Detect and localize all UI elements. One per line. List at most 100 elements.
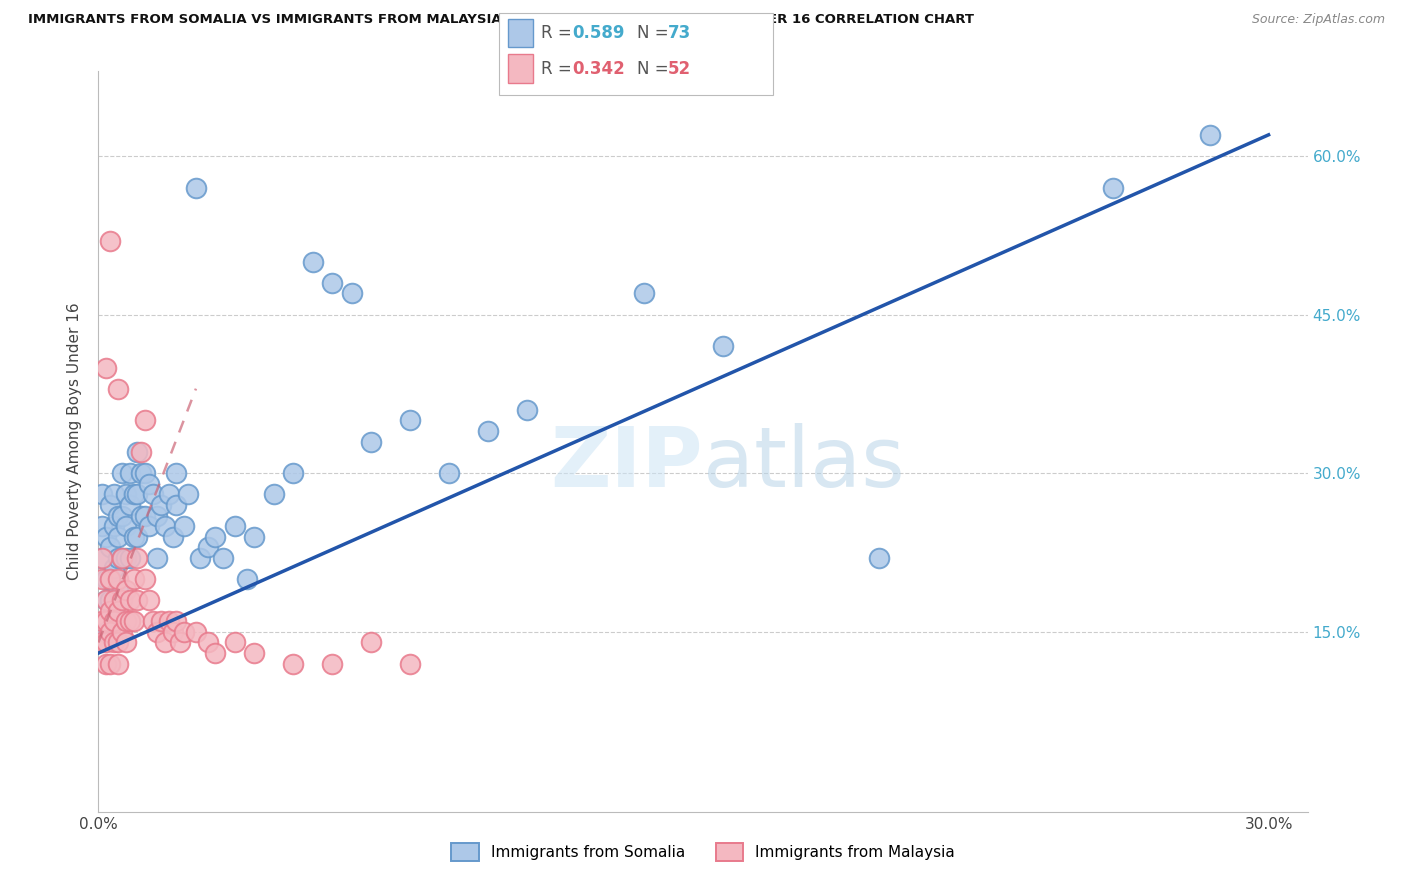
Point — [114, 487, 136, 501]
Point — [149, 615, 172, 629]
Point — [184, 624, 207, 639]
Point — [96, 615, 118, 629]
Point — [114, 582, 136, 597]
Point — [111, 550, 134, 565]
Point — [243, 530, 266, 544]
Point — [122, 572, 145, 586]
Point — [142, 487, 165, 501]
Point — [98, 572, 121, 586]
Point — [131, 508, 153, 523]
Point — [184, 180, 207, 194]
Point — [111, 467, 134, 481]
Point — [477, 424, 499, 438]
Point — [283, 657, 305, 671]
Point — [146, 508, 169, 523]
Point — [103, 615, 125, 629]
Text: Source: ZipAtlas.com: Source: ZipAtlas.com — [1251, 13, 1385, 27]
Point — [98, 541, 121, 555]
Point — [165, 498, 187, 512]
Point — [96, 360, 118, 375]
Point — [224, 519, 246, 533]
Text: IMMIGRANTS FROM SOMALIA VS IMMIGRANTS FROM MALAYSIA CHILD POVERTY AMONG BOYS UND: IMMIGRANTS FROM SOMALIA VS IMMIGRANTS FR… — [28, 13, 974, 27]
Point — [127, 445, 149, 459]
Point — [169, 635, 191, 649]
Text: R =: R = — [541, 60, 578, 78]
Point — [91, 519, 114, 533]
Point — [162, 530, 184, 544]
Point — [127, 550, 149, 565]
Point — [142, 615, 165, 629]
Point — [173, 624, 195, 639]
Point — [134, 508, 156, 523]
Text: R =: R = — [541, 24, 578, 42]
Point — [103, 561, 125, 575]
Point — [224, 635, 246, 649]
Point — [138, 476, 160, 491]
Point — [107, 508, 129, 523]
Point — [122, 487, 145, 501]
Point — [107, 382, 129, 396]
Point — [91, 615, 114, 629]
Point — [321, 276, 343, 290]
Point — [118, 615, 141, 629]
Point — [91, 572, 114, 586]
Point — [340, 286, 363, 301]
Point — [165, 467, 187, 481]
Point — [91, 635, 114, 649]
Point — [114, 615, 136, 629]
Point — [103, 635, 125, 649]
Point — [633, 286, 655, 301]
Point — [98, 657, 121, 671]
Point — [107, 635, 129, 649]
Point — [1101, 180, 1123, 194]
Point — [177, 487, 200, 501]
Point — [302, 254, 325, 268]
Point — [157, 615, 180, 629]
Point — [96, 624, 118, 639]
Point — [98, 624, 121, 639]
Point — [127, 487, 149, 501]
Point — [127, 593, 149, 607]
Point — [107, 550, 129, 565]
Point — [103, 604, 125, 618]
Text: 0.589: 0.589 — [572, 24, 624, 42]
Point — [96, 635, 118, 649]
Point — [149, 498, 172, 512]
Point — [98, 572, 121, 586]
Text: ZIP: ZIP — [551, 423, 703, 504]
Point — [204, 530, 226, 544]
Point — [134, 467, 156, 481]
Y-axis label: Child Poverty Among Boys Under 16: Child Poverty Among Boys Under 16 — [67, 302, 83, 581]
Point — [204, 646, 226, 660]
Point — [103, 519, 125, 533]
Point — [107, 530, 129, 544]
Point — [146, 550, 169, 565]
Point — [360, 635, 382, 649]
Point — [263, 487, 285, 501]
Point — [127, 530, 149, 544]
Point — [118, 593, 141, 607]
Point — [91, 550, 114, 565]
Point — [98, 234, 121, 248]
Point — [197, 541, 219, 555]
Point — [114, 519, 136, 533]
Point — [114, 635, 136, 649]
Point — [868, 550, 890, 565]
Point — [91, 487, 114, 501]
Point — [439, 467, 461, 481]
Point — [111, 508, 134, 523]
Text: 52: 52 — [668, 60, 690, 78]
Point — [122, 530, 145, 544]
Point — [118, 498, 141, 512]
Point — [243, 646, 266, 660]
Point — [153, 635, 176, 649]
Point — [111, 593, 134, 607]
Point — [96, 530, 118, 544]
Point — [321, 657, 343, 671]
Point — [96, 657, 118, 671]
Point — [360, 434, 382, 449]
Point — [91, 550, 114, 565]
Point — [96, 593, 118, 607]
Point — [114, 550, 136, 565]
Point — [98, 593, 121, 607]
